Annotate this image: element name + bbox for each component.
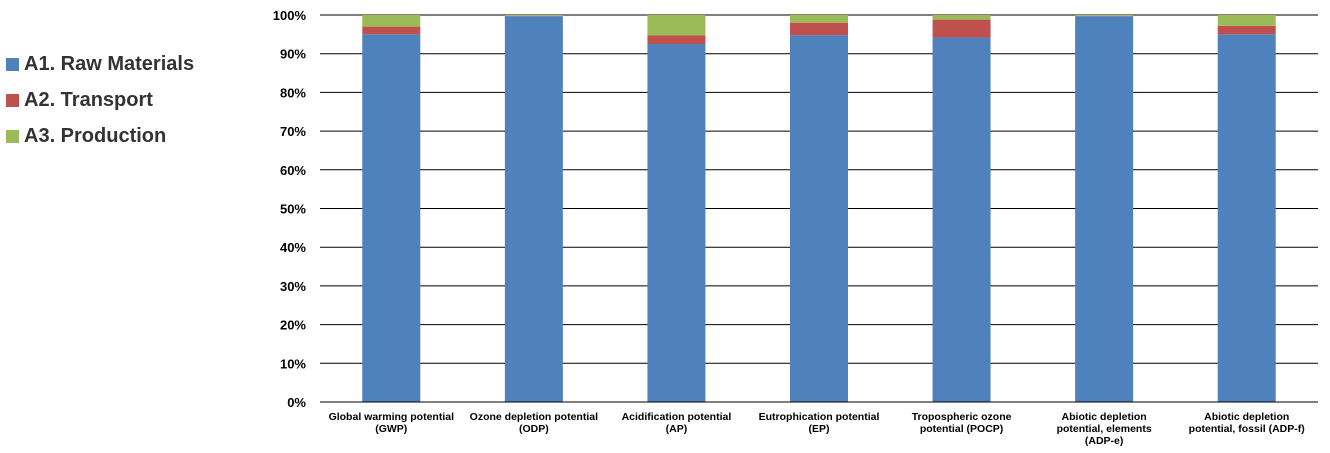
x-tick-label: Acidification potential bbox=[622, 411, 732, 423]
y-tick-label: 10% bbox=[280, 356, 306, 371]
x-tick-label: (AP) bbox=[666, 423, 688, 435]
x-tick-label: Eutrophication potential bbox=[759, 411, 880, 423]
x-tick-label: Global warming potential bbox=[329, 411, 455, 423]
legend-label-raw-materials: A1. Raw Materials bbox=[24, 52, 195, 75]
bar-segment-a1-raw-materials bbox=[790, 35, 848, 403]
bar-segment-a3-production bbox=[504, 15, 563, 16]
legend-swatch-raw-materials bbox=[6, 57, 19, 71]
x-tick-label: potential, fossil (ADP-f) bbox=[1189, 423, 1305, 435]
legend-item-production: A3. Production bbox=[6, 118, 194, 154]
x-tick-label: (ODP) bbox=[519, 423, 549, 435]
legend-label-production: A3. Production bbox=[24, 124, 167, 147]
x-tick-label: potential, elements bbox=[1057, 423, 1152, 435]
x-axis-tick-labels: Global warming potential(GWP) Ozone deple… bbox=[329, 411, 1305, 447]
bar-segment-a1-raw-materials bbox=[932, 37, 991, 403]
y-tick-label: 70% bbox=[280, 124, 306, 139]
y-tick-label: 0% bbox=[287, 395, 306, 410]
legend-item-raw-materials: A1. Raw Materials bbox=[6, 46, 194, 82]
y-tick-label: 100% bbox=[273, 8, 307, 23]
bar-segment-a3-production bbox=[362, 15, 421, 27]
bar-segment-a1-raw-materials bbox=[647, 44, 706, 403]
x-tick-label: potential (POCP) bbox=[920, 423, 1003, 435]
x-tick-label: (EP) bbox=[809, 423, 830, 435]
y-tick-label: 90% bbox=[280, 47, 306, 62]
bar-segment-a3-production bbox=[647, 15, 706, 36]
y-tick-label: 40% bbox=[280, 240, 306, 255]
bar-segment-a2-transport bbox=[647, 35, 706, 45]
legend-label-transport: A2. Transport bbox=[24, 88, 153, 111]
chart-legend: A1. Raw Materials A2. Transport A3. Prod… bbox=[6, 46, 194, 154]
x-tick-label: Abiotic depletion bbox=[1062, 411, 1147, 423]
bar-segment-a2-transport bbox=[790, 22, 848, 36]
bar-segment-a1-raw-materials bbox=[1075, 16, 1134, 402]
bar-segment-a1-raw-materials bbox=[1217, 34, 1276, 402]
bar-segment-a3-production bbox=[932, 15, 991, 20]
bars bbox=[362, 15, 1276, 403]
x-tick-label: Tropospheric ozone bbox=[912, 411, 1012, 423]
bar-segment-a2-transport bbox=[1217, 25, 1276, 35]
x-tick-label: (ADP-e) bbox=[1085, 435, 1124, 447]
x-tick-label: (GWP) bbox=[375, 423, 407, 435]
y-tick-label: 60% bbox=[280, 163, 306, 178]
bar-segment-a1-raw-materials bbox=[362, 34, 421, 402]
bar-segment-a2-transport bbox=[362, 26, 421, 35]
bar-segment-a3-production bbox=[1217, 15, 1276, 26]
bar-segment-a1-raw-materials bbox=[504, 16, 563, 402]
legend-item-transport: A2. Transport bbox=[6, 82, 194, 118]
legend-swatch-production bbox=[6, 129, 19, 143]
bar-segment-a3-production bbox=[1075, 15, 1134, 16]
legend-swatch-transport bbox=[6, 93, 19, 107]
x-tick-label: Ozone depletion potential bbox=[470, 411, 598, 423]
y-axis-tick-labels: 0% 10% 20% 30% 40% 50% 60% 70% 80% 90% 100% bbox=[273, 8, 307, 410]
x-tick-label: Abiotic depletion bbox=[1204, 411, 1289, 423]
bar-segment-a3-production bbox=[790, 15, 848, 23]
bar-segment-a2-transport bbox=[932, 19, 991, 38]
y-tick-label: 80% bbox=[280, 85, 306, 100]
y-tick-label: 50% bbox=[280, 202, 306, 217]
y-tick-label: 30% bbox=[280, 279, 306, 294]
y-tick-label: 20% bbox=[280, 318, 306, 333]
